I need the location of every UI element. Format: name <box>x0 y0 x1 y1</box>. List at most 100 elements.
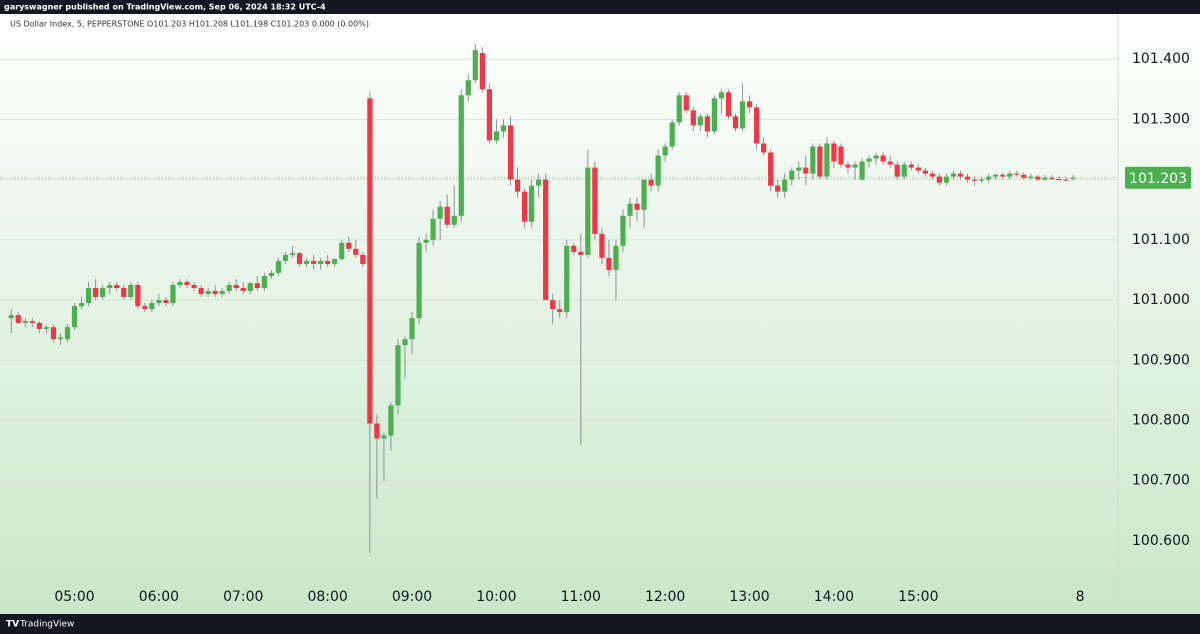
candle-body <box>571 245 577 252</box>
candle-body <box>318 260 324 264</box>
candle-body <box>142 306 148 310</box>
candle-body <box>578 251 584 255</box>
x-tick-label: 08:00 <box>307 589 347 605</box>
candle-body <box>15 315 21 323</box>
candle-body <box>444 206 450 225</box>
candle-body <box>697 116 703 126</box>
candle-body <box>725 92 732 117</box>
x-tick-label: 8 <box>1076 589 1085 605</box>
x-tick-label: 15:00 <box>898 589 938 605</box>
candle-body <box>114 284 120 289</box>
candle-body <box>585 167 591 255</box>
candle-body <box>388 405 394 436</box>
candle-body <box>943 176 950 183</box>
brand-name: TradingView <box>19 620 74 630</box>
candle-body <box>732 116 739 129</box>
candle-body <box>880 155 886 162</box>
candle-body <box>1070 177 1076 179</box>
candle-body <box>170 284 176 304</box>
candle-body <box>1056 179 1062 181</box>
candle-body <box>29 321 35 323</box>
candle-body <box>205 291 211 295</box>
candle-body <box>564 245 570 313</box>
candle-body <box>22 321 28 323</box>
candle-body <box>402 339 408 346</box>
candle-body <box>296 253 303 264</box>
candle-body <box>332 259 338 264</box>
x-tick-label: 09:00 <box>392 589 432 605</box>
candle-body <box>156 300 162 304</box>
candle-body <box>430 218 436 240</box>
candle-body <box>887 161 893 165</box>
candle-body <box>922 170 928 174</box>
candle-body <box>1028 176 1034 178</box>
candle-body <box>36 322 42 329</box>
candle-body <box>339 242 345 260</box>
candle-body <box>8 315 14 319</box>
candle-body <box>93 288 99 298</box>
publish-info: garyswagner published on TradingView.com… <box>4 3 326 12</box>
candle-body <box>289 253 296 255</box>
candle-body <box>894 164 900 177</box>
candle-body <box>247 283 253 292</box>
candle-body <box>550 300 556 310</box>
candle-body <box>1035 176 1041 180</box>
candle-body <box>311 260 317 264</box>
candle-body <box>437 206 443 219</box>
candle-body <box>177 281 183 285</box>
candle-body <box>107 284 113 289</box>
candle-body <box>592 167 598 234</box>
candle-body <box>135 284 141 307</box>
candle-body <box>43 327 50 329</box>
candle-body <box>149 303 155 310</box>
x-tick-label: 14:00 <box>814 589 854 605</box>
candle-body <box>986 176 992 180</box>
x-tick-label: 10:00 <box>476 589 516 605</box>
y-tick-label: 101.100 <box>1132 232 1190 248</box>
y-tick-label: 101.000 <box>1132 292 1190 308</box>
candle-body <box>901 164 907 177</box>
candle-body <box>212 291 218 295</box>
candle-body <box>78 303 85 307</box>
candle-body <box>557 309 563 313</box>
candle-body <box>753 107 760 144</box>
candle-body <box>226 284 232 292</box>
x-tick-label: 06:00 <box>139 589 179 605</box>
candle-body <box>824 143 830 177</box>
candle-body <box>683 95 689 111</box>
candle-body <box>796 167 802 171</box>
candle-body <box>50 327 57 340</box>
candle-body <box>964 176 971 180</box>
y-tick-label: 100.900 <box>1132 352 1190 368</box>
candle-body <box>500 125 507 132</box>
candle-body <box>486 89 492 141</box>
candle-body <box>514 179 521 192</box>
top-bar <box>0 0 1200 14</box>
candle-body <box>789 170 795 180</box>
x-tick-label: 13:00 <box>729 589 769 605</box>
y-tick-label: 101.300 <box>1132 111 1190 127</box>
candle-body <box>929 173 935 177</box>
candle-body <box>1063 179 1069 181</box>
candle-body <box>950 173 957 177</box>
candle-body <box>634 203 640 210</box>
candle-body <box>704 116 710 132</box>
candle-body <box>451 215 457 225</box>
candle-body <box>268 272 275 276</box>
candle-body <box>458 95 464 216</box>
candle-body <box>416 242 422 319</box>
candle-body <box>845 164 851 168</box>
y-tick-label: 101.400 <box>1132 51 1190 67</box>
bottom-bar <box>0 614 1200 634</box>
candle-body <box>915 167 921 171</box>
symbol-legend: US Dollar Index, 5, PEPPERSTONE O101.203… <box>10 20 369 29</box>
candle-body <box>782 179 788 192</box>
candle-body <box>507 125 514 180</box>
candle-body <box>325 260 331 264</box>
candle-body <box>1049 177 1055 180</box>
candle-body <box>85 288 92 304</box>
candle-body <box>381 435 387 439</box>
candle-body <box>1042 177 1048 180</box>
candle-body <box>543 179 549 301</box>
